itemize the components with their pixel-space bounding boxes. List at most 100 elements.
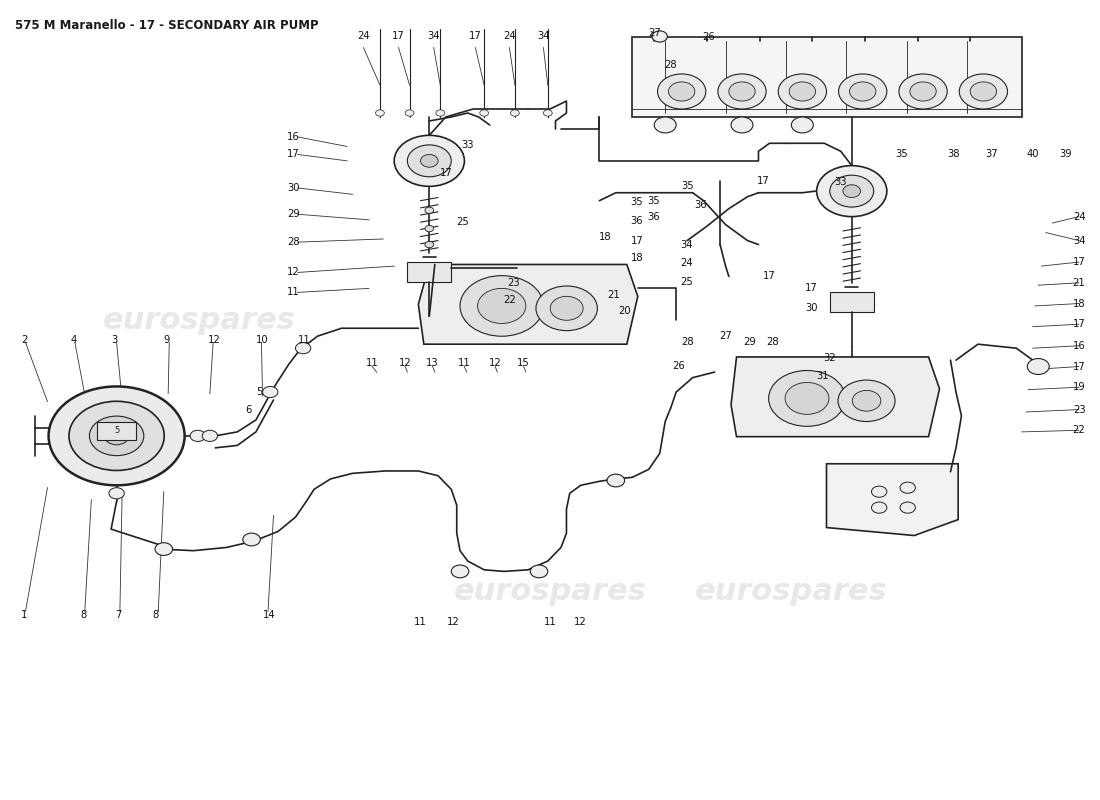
Text: 12: 12 [287,267,300,278]
Circle shape [155,542,173,555]
Circle shape [530,565,548,578]
Circle shape [778,74,826,109]
Text: 22: 22 [503,295,516,306]
Text: 24: 24 [1072,212,1086,222]
FancyBboxPatch shape [829,292,873,312]
Circle shape [669,82,695,101]
Circle shape [654,117,676,133]
Text: eurospares: eurospares [453,577,647,606]
Text: 34: 34 [680,239,693,250]
Text: 4: 4 [70,335,77,346]
Polygon shape [632,38,1022,117]
Text: 22: 22 [1072,426,1086,435]
Text: 12: 12 [399,358,411,367]
Circle shape [394,135,464,186]
Text: 12: 12 [488,358,502,367]
Text: 17: 17 [757,176,769,186]
Text: 25: 25 [455,218,469,227]
Circle shape [543,110,552,116]
Text: eurospares: eurospares [102,306,295,334]
Circle shape [816,166,887,217]
Text: 29: 29 [744,337,756,347]
Text: 8: 8 [80,610,87,620]
Circle shape [460,276,543,336]
Text: 33: 33 [462,140,474,150]
Text: 17: 17 [630,235,644,246]
Text: 10: 10 [256,335,268,346]
Circle shape [899,74,947,109]
Circle shape [718,74,767,109]
Text: 36: 36 [630,216,644,226]
Text: 32: 32 [824,353,836,362]
Text: 17: 17 [469,30,482,41]
FancyBboxPatch shape [407,262,451,282]
Circle shape [607,474,625,487]
Text: 23: 23 [1072,405,1086,414]
Circle shape [843,185,860,198]
Circle shape [550,296,583,320]
Text: 12: 12 [447,617,460,626]
Text: 11: 11 [543,617,557,626]
Text: 5: 5 [114,426,119,434]
Text: eurospares: eurospares [695,577,888,606]
Text: 36: 36 [694,200,706,210]
Text: 9: 9 [164,335,170,346]
Text: 6: 6 [245,405,251,414]
Text: 17: 17 [1072,319,1086,330]
Text: 39: 39 [1059,150,1072,159]
Circle shape [970,82,997,101]
Text: 7: 7 [116,610,122,620]
Text: 21: 21 [607,290,620,300]
Text: 11: 11 [415,617,427,626]
Text: 12: 12 [574,617,587,626]
Circle shape [296,342,311,354]
Text: 33: 33 [835,178,847,187]
Text: 37: 37 [984,150,998,159]
Circle shape [109,488,124,499]
Circle shape [838,380,895,422]
Text: 11: 11 [298,335,310,346]
Text: 17: 17 [287,150,300,159]
Circle shape [769,370,846,426]
Circle shape [375,110,384,116]
Text: 34: 34 [1072,235,1086,246]
Circle shape [407,145,451,177]
Circle shape [48,386,185,486]
Text: 23: 23 [507,278,520,288]
Text: 14: 14 [263,610,275,620]
Circle shape [510,110,519,116]
Circle shape [202,430,218,442]
Text: 24: 24 [680,258,693,268]
Text: 20: 20 [618,306,631,316]
Text: 8: 8 [153,610,159,620]
Circle shape [425,242,433,248]
Text: 35: 35 [647,196,660,206]
Circle shape [480,110,488,116]
Text: 28: 28 [767,337,779,347]
Text: 35: 35 [681,182,693,191]
Circle shape [900,502,915,514]
Circle shape [959,74,1008,109]
Circle shape [658,74,706,109]
Text: 24: 24 [358,30,370,41]
Text: 36: 36 [647,212,660,222]
Circle shape [425,226,433,232]
Text: 11: 11 [287,287,300,298]
Text: 15: 15 [517,358,530,367]
Text: 12: 12 [208,335,220,346]
Text: 17: 17 [439,168,452,178]
Circle shape [829,175,873,207]
Text: 1: 1 [21,610,28,620]
Circle shape [436,110,444,116]
Text: 2: 2 [21,335,28,346]
Circle shape [263,386,278,398]
Text: 28: 28 [664,60,676,70]
Text: 16: 16 [1072,341,1086,350]
Circle shape [910,82,936,101]
Polygon shape [418,265,638,344]
Polygon shape [826,464,958,535]
Text: 26: 26 [672,361,684,370]
Text: 3: 3 [111,335,118,346]
Text: 30: 30 [805,303,817,314]
Text: 30: 30 [287,183,300,193]
